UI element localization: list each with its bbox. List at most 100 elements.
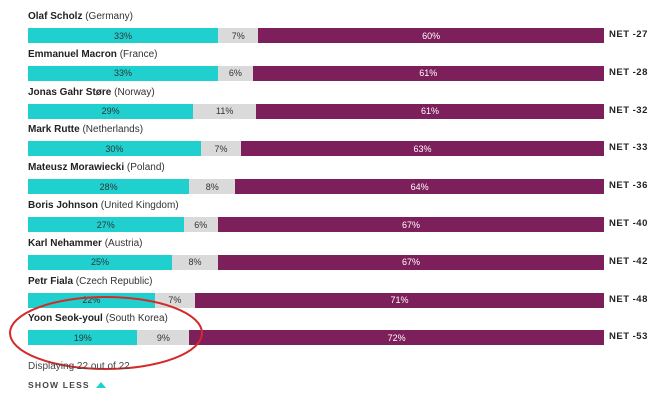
leader-name: Boris Johnson [28,200,99,211]
unsure-segment: 8% [172,254,219,270]
stacked-bar: 33% 7% 60% [28,28,604,43]
net-score: NET -48 [609,293,648,305]
data-label: 27% [96,219,115,230]
disapprove-segment: 60% [258,28,604,43]
leader-country: (Czech Republic) [73,275,153,287]
leader-label: Boris Johnson (United Kingdom) [28,200,179,212]
approve-segment: 22% [28,292,155,308]
leader-row: Emmanuel Macron (France) 33% 6% 61% NET -28 [0,49,663,87]
data-label: 7% [231,30,245,41]
approve-segment: 19% [28,330,138,346]
data-label: 61% [419,68,438,79]
leader-name: Petr Fiala [28,275,74,287]
stacked-bar: 22% 7% 71% [28,292,604,308]
data-label: 7% [168,295,182,306]
leader-name: Emmanuel Macron [28,48,117,60]
data-label: 8% [188,257,202,268]
data-label: 9% [156,332,170,343]
unsure-segment: 6% [183,217,219,232]
leader-row: Mateusz Morawiecki (Poland) 28% 8% 64% NET -… [0,162,663,200]
displaying-count: Displaying 22 out of 22 [28,361,130,372]
data-label: 63% [413,143,432,154]
disapprove-segment: 67% [218,254,604,270]
data-label: 22% [82,295,101,306]
approve-segment: 29% [28,103,194,119]
data-label: 61% [421,106,440,117]
approve-segment: 33% [28,28,219,43]
leader-label: Yoon Seok-youl (South Korea) [28,313,168,325]
data-label: 28% [99,181,118,192]
disapprove-segment: 67% [218,217,604,232]
leader-country: (Germany) [82,11,134,22]
leader-country: (France) [116,48,158,60]
data-label: 29% [101,106,120,117]
net-score: NET -27 [609,29,648,40]
unsure-segment: 9% [137,330,190,346]
data-label: 6% [194,219,208,230]
unsure-segment: 6% [218,65,253,81]
data-label: 71% [390,295,409,306]
data-label: 8% [205,181,219,192]
stacked-bar: 29% 11% 61% [28,103,604,119]
unsure-segment: 7% [218,28,259,43]
disapprove-segment: 71% [195,292,604,308]
leader-name: Mark Rutte [28,124,80,136]
unsure-segment: 8% [189,179,236,195]
stacked-bar: 30% 7% 63% [28,141,604,157]
highlight-ellipse [9,296,203,370]
leader-row: Mark Rutte (Netherlands) 30% 7% 63% NET -33 [0,124,663,162]
leader-row: Karl Nehammer (Austria) 25% 8% 67% NET -42 [0,238,663,276]
leader-row: Boris Johnson (United Kingdom) 27% 6% 67% NE… [0,200,663,238]
stacked-bar: 28% 8% 64% [28,179,604,195]
disapprove-segment: 64% [235,179,604,195]
leader-label: Emmanuel Macron (France) [28,49,157,61]
leader-row: Olaf Scholz (Germany) 33% 7% 60% NET -27 [0,11,663,49]
disapprove-segment: 61% [252,65,604,81]
show-less-label: SHOW LESS [28,380,90,390]
data-label: 67% [402,257,421,268]
data-label: 7% [214,143,228,154]
leader-country: (United Kingdom) [98,200,179,211]
disapprove-segment: 72% [189,330,604,346]
unsure-segment: 11% [193,103,257,119]
leader-label: Karl Nehammer (Austria) [28,238,142,250]
leader-country: (Austria) [101,237,143,249]
leader-name: Olaf Scholz [28,11,83,22]
data-label: 64% [410,181,429,192]
unsure-segment: 7% [200,141,242,157]
leader-name: Jonas Gahr Støre [28,86,112,98]
leader-country: (Norway) [111,86,155,98]
data-label: 33% [114,30,133,41]
stacked-bar: 25% 8% 67% [28,254,604,270]
disapprove-segment: 61% [256,103,604,119]
leader-row: Petr Fiala (Czech Republic) 22% 7% 71% NET -… [0,276,663,314]
show-less-button[interactable]: SHOW LESS [28,380,106,390]
disapprove-segment: 63% [241,141,604,157]
data-label: 6% [228,68,242,79]
leader-name: Yoon Seok-youl [28,313,103,325]
leader-label: Jonas Gahr Støre (Norway) [28,87,155,99]
data-label: 19% [73,332,92,343]
approve-segment: 25% [28,254,172,270]
net-score: NET -28 [609,66,648,78]
data-label: 11% [216,106,234,117]
data-label: 30% [105,143,124,154]
leader-country: (Poland) [124,162,165,174]
net-score: NET -36 [609,180,648,192]
data-label: 72% [387,332,406,343]
leader-country: (Netherlands) [79,124,144,136]
leader-name: Mateusz Morawiecki [28,162,125,174]
leader-label: Petr Fiala (Czech Republic) [28,276,153,288]
leader-name: Karl Nehammer [28,237,102,249]
approve-segment: 27% [28,217,184,232]
data-label: 25% [90,257,109,268]
stacked-bar: 27% 6% 67% [28,217,604,232]
data-label: 33% [114,68,133,79]
leader-label: Mateusz Morawiecki (Poland) [28,162,165,174]
leader-country: (South Korea) [102,313,168,325]
net-score: NET -32 [609,104,648,116]
approve-segment: 30% [28,141,201,157]
data-label: 60% [422,30,441,41]
leader-label: Olaf Scholz (Germany) [28,11,133,23]
